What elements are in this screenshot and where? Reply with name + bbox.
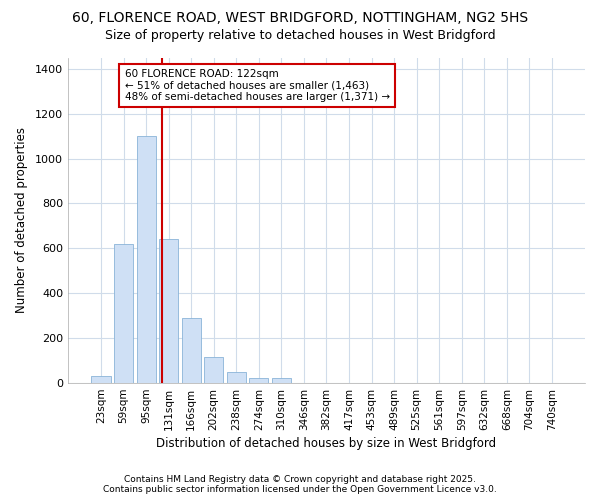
X-axis label: Distribution of detached houses by size in West Bridgford: Distribution of detached houses by size … (157, 437, 497, 450)
Bar (159, 240, 178, 383)
Bar (272, 378, 291, 383)
Bar (182, 318, 201, 383)
Bar (204, 357, 223, 383)
Bar (114, 244, 133, 383)
Text: Contains HM Land Registry data © Crown copyright and database right 2025.
Contai: Contains HM Land Registry data © Crown c… (103, 474, 497, 494)
Text: Size of property relative to detached houses in West Bridgford: Size of property relative to detached ho… (104, 29, 496, 42)
Bar (227, 372, 246, 383)
Bar (91, 376, 110, 383)
Text: 60 FLORENCE ROAD: 122sqm
← 51% of detached houses are smaller (1,463)
48% of sem: 60 FLORENCE ROAD: 122sqm ← 51% of detach… (125, 68, 390, 102)
Text: 60, FLORENCE ROAD, WEST BRIDGFORD, NOTTINGHAM, NG2 5HS: 60, FLORENCE ROAD, WEST BRIDGFORD, NOTTI… (72, 11, 528, 25)
Y-axis label: Number of detached properties: Number of detached properties (15, 128, 28, 314)
Bar (249, 378, 268, 383)
Bar (137, 136, 155, 383)
